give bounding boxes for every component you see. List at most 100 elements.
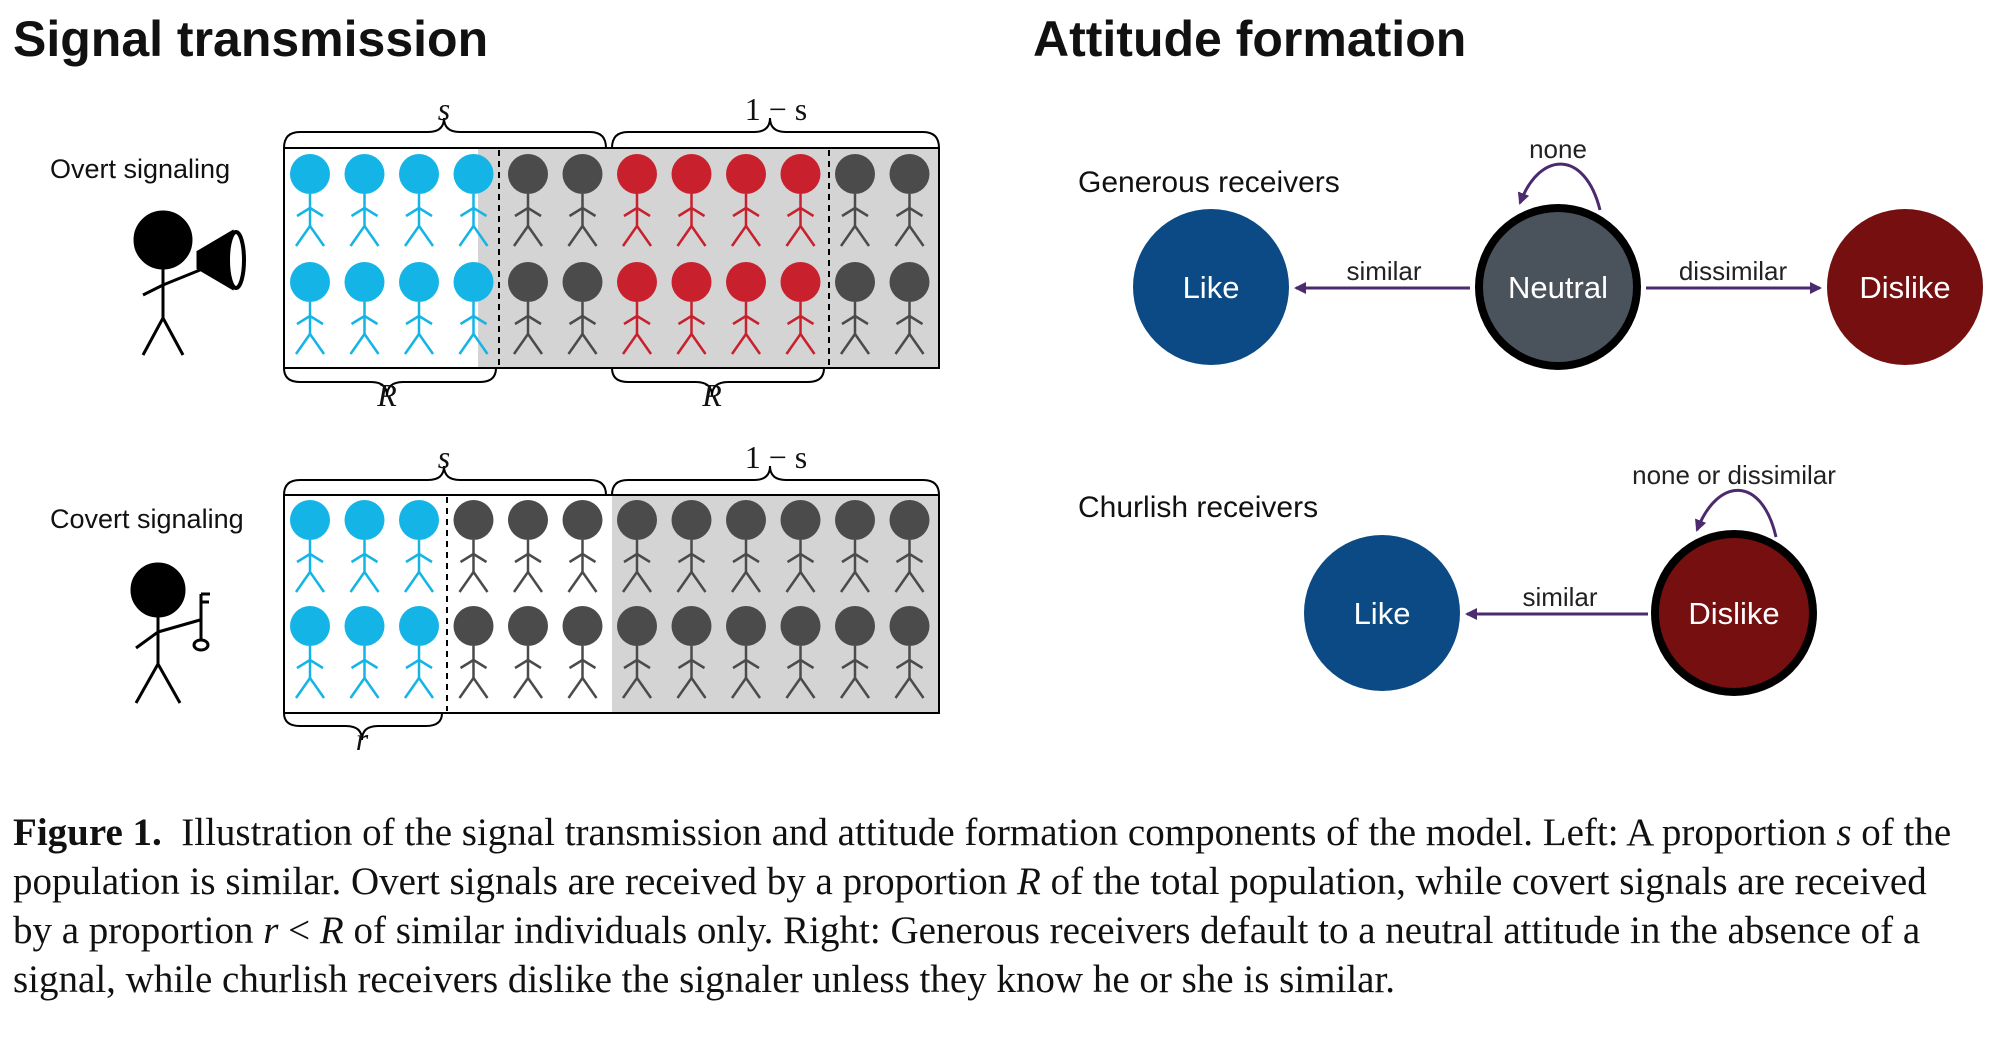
covert-person-blue [344,606,385,699]
covert-person-blue [344,500,385,593]
overt-person-blue [399,154,439,247]
overt-s-label: s [438,91,450,127]
overt-person-red [671,262,712,355]
overt-person-blue [399,262,439,355]
covert-person-dark [508,606,548,699]
overt-person-blue [344,154,385,247]
generous-neutral-node [1475,204,1641,370]
churlish-like-node [1304,535,1460,691]
churlish-self-loop-arrow [1695,488,1778,538]
overt-person-red [780,154,821,247]
caption-figure-label: Figure 1. [13,811,162,854]
generous-self-loop-arrow [1517,162,1602,211]
covert-brace-bottom-left [283,712,443,741]
covert-people-grid [290,500,930,699]
covert-person-dark [780,500,821,593]
covert-person-blue [399,500,439,593]
generous-neutral-label: Neutral [1508,270,1608,305]
caption-var-s: s [1836,811,1852,854]
caption-text-1: Illustration of the signal transmission … [181,811,1837,854]
covert-person-dark [835,500,875,593]
generous-receivers-label: Generous receivers [1078,166,1340,199]
overt-person-red [726,262,766,355]
overt-person-dark [562,154,603,247]
generous-dissimilar-label: dissimilar [1679,256,1788,286]
right-panel-title: Attitude formation [1033,11,1466,67]
overt-person-blue [290,154,330,247]
covert-person-dark [835,606,875,699]
caption-var-r: r [263,909,279,952]
overt-person-red [617,262,657,355]
covert-person-blue [399,606,439,699]
covert-person-dark [562,606,603,699]
overt-one-minus-s-label: 1 − s [745,91,808,127]
overt-brace-bottom-right [611,367,825,397]
overt-person-blue [453,154,494,247]
key-signaler-icon [130,562,210,704]
overt-brace-bottom-left [283,367,497,397]
figure-caption: Figure 1. Illustration of the signal tra… [13,808,1973,1004]
covert-person-dark [889,606,930,699]
generous-like-node [1133,209,1289,365]
overt-person-dark [508,262,548,355]
diagram-canvas: Signal transmission Overt signaling s 1 … [13,11,1983,757]
overt-R-label-right: R [701,377,722,413]
churlish-self-loop-label: none or dissimilar [1632,460,1836,490]
left-panel-title: Signal transmission [13,11,488,67]
overt-person-red [726,154,766,247]
overt-person-dark [562,262,603,355]
covert-person-dark [617,606,657,699]
generous-like-label: Like [1183,270,1240,305]
covert-signaling-label: Covert signaling [50,504,244,534]
caption-var-R: R [1017,860,1041,903]
overt-person-dark [508,154,548,247]
caption-text-3: of the total population, while covert si… [13,860,1927,952]
overt-R-label-left: R [376,377,397,413]
caption-text-4: of similar individuals only. Right: Gene… [13,909,1921,1001]
overt-people-grid [290,154,930,355]
covert-person-blue [290,606,330,699]
covert-person-dark [562,500,603,593]
overt-brace-top-left [283,117,607,149]
caption-var-R2: R [319,909,344,952]
caption-text-2: of the population is similar. Overt sign… [13,811,1952,903]
covert-dissimilar-region [612,495,939,713]
generous-dislike-label: Dislike [1859,270,1950,305]
covert-person-dark [453,500,494,593]
overt-person-dark [835,154,875,247]
covert-person-dark [453,606,494,699]
overt-person-blue [453,262,494,355]
covert-person-dark [617,500,657,593]
covert-person-dark [726,606,766,699]
covert-brace-top-left [283,465,607,496]
overt-person-red [617,154,657,247]
overt-person-blue [290,262,330,355]
covert-person-dark [508,500,548,593]
overt-person-blue [344,262,385,355]
churlish-receivers-label: Churlish receivers [1078,491,1318,524]
covert-one-minus-s-label: 1 − s [745,439,808,475]
churlish-dislike-node [1651,530,1817,696]
generous-self-loop-label: none [1529,134,1587,164]
covert-r-label: r [356,721,369,757]
overt-person-red [780,262,821,355]
churlish-like-label: Like [1354,596,1411,631]
overt-person-dark [835,262,875,355]
caption-lt: < [278,909,320,952]
generous-dislike-node [1827,209,1983,365]
churlish-similar-label: similar [1522,582,1597,612]
overt-person-dark [889,262,930,355]
covert-person-dark [671,500,712,593]
covert-brace-top-right [611,465,940,496]
overt-person-red [671,154,712,247]
megaphone-signaler-icon [133,210,246,356]
churlish-dislike-label: Dislike [1688,596,1779,631]
overt-brace-top-right [611,117,940,149]
covert-person-dark [671,606,712,699]
generous-similar-label: similar [1346,256,1421,286]
overt-signaling-label: Overt signaling [50,154,230,184]
covert-s-label: s [438,439,450,475]
covert-person-dark [780,606,821,699]
covert-person-blue [290,500,330,593]
